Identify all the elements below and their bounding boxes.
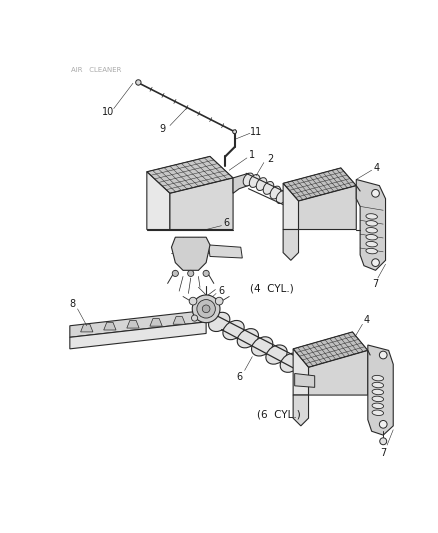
Ellipse shape — [365, 221, 377, 226]
Circle shape — [203, 270, 209, 277]
Polygon shape — [308, 350, 367, 395]
Text: 7: 7 — [371, 279, 378, 289]
Polygon shape — [70, 310, 206, 337]
Text: 1: 1 — [249, 150, 255, 160]
Circle shape — [202, 305, 209, 313]
Polygon shape — [208, 245, 242, 258]
Text: 6: 6 — [218, 286, 224, 296]
Polygon shape — [294, 374, 314, 387]
Circle shape — [378, 351, 386, 359]
Text: AIR   CLEANER: AIR CLEANER — [71, 67, 121, 73]
Text: 11: 11 — [250, 127, 261, 137]
Ellipse shape — [276, 191, 286, 204]
Polygon shape — [70, 322, 206, 349]
Text: 10: 10 — [102, 107, 114, 117]
Ellipse shape — [371, 389, 383, 395]
Polygon shape — [146, 172, 170, 230]
Polygon shape — [356, 180, 385, 270]
Ellipse shape — [365, 214, 377, 219]
Text: 6: 6 — [236, 372, 242, 382]
Text: (6  CYL.): (6 CYL.) — [257, 409, 300, 419]
Text: 6: 6 — [223, 219, 230, 228]
Circle shape — [232, 130, 236, 134]
Ellipse shape — [371, 410, 383, 416]
Circle shape — [215, 297, 223, 305]
Polygon shape — [149, 318, 162, 326]
Text: 7: 7 — [379, 448, 385, 458]
Ellipse shape — [251, 337, 272, 356]
Circle shape — [371, 259, 378, 266]
Ellipse shape — [371, 382, 383, 388]
Circle shape — [379, 438, 386, 445]
Polygon shape — [103, 322, 116, 330]
Ellipse shape — [243, 173, 253, 186]
Ellipse shape — [371, 396, 383, 402]
Circle shape — [187, 270, 193, 277]
Circle shape — [371, 189, 378, 197]
Polygon shape — [171, 237, 209, 270]
Text: (4  CYL.): (4 CYL.) — [249, 284, 293, 294]
Ellipse shape — [263, 182, 273, 195]
Polygon shape — [283, 168, 356, 201]
Ellipse shape — [269, 186, 280, 199]
Text: 4: 4 — [373, 163, 379, 173]
Ellipse shape — [371, 375, 383, 381]
Polygon shape — [81, 324, 93, 332]
Polygon shape — [173, 317, 185, 324]
Circle shape — [192, 295, 219, 322]
Ellipse shape — [223, 320, 244, 340]
Polygon shape — [283, 230, 298, 260]
Text: 9: 9 — [159, 124, 165, 134]
Ellipse shape — [237, 329, 258, 348]
Ellipse shape — [365, 241, 377, 247]
Text: 4: 4 — [362, 314, 368, 325]
Circle shape — [172, 270, 178, 277]
Ellipse shape — [365, 235, 377, 240]
Ellipse shape — [279, 353, 301, 373]
Circle shape — [135, 80, 141, 85]
Polygon shape — [127, 320, 139, 328]
Polygon shape — [170, 178, 233, 230]
Ellipse shape — [265, 345, 286, 364]
Ellipse shape — [371, 403, 383, 409]
Circle shape — [196, 300, 215, 318]
Polygon shape — [293, 332, 367, 367]
Ellipse shape — [365, 248, 377, 254]
Circle shape — [378, 421, 386, 428]
Ellipse shape — [208, 312, 230, 332]
Text: 8: 8 — [70, 299, 76, 309]
Polygon shape — [367, 345, 392, 435]
Polygon shape — [293, 349, 308, 395]
Text: 2: 2 — [266, 155, 272, 165]
Polygon shape — [293, 395, 308, 426]
Circle shape — [191, 315, 197, 321]
Polygon shape — [298, 185, 356, 230]
Polygon shape — [146, 156, 233, 193]
Polygon shape — [233, 173, 254, 193]
Ellipse shape — [249, 175, 259, 188]
Circle shape — [189, 297, 196, 305]
Polygon shape — [283, 183, 298, 230]
Ellipse shape — [365, 228, 377, 233]
Ellipse shape — [256, 177, 266, 190]
